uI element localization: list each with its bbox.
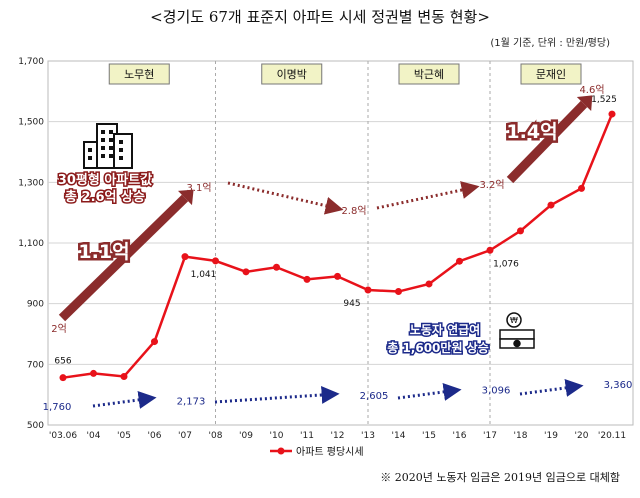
increase-badge: 1.1억 — [78, 241, 129, 263]
era-box — [520, 63, 582, 85]
wage-label: 3,360 — [604, 380, 633, 391]
x-tick-label: '14 — [392, 431, 406, 441]
y-tick-label: 1,500 — [18, 118, 44, 128]
x-tick-label: '03.06 — [49, 431, 78, 441]
point-value-label: 945 — [343, 299, 360, 309]
x-tick-label: '17 — [483, 431, 497, 441]
data-point — [151, 338, 158, 346]
wage-label: 2,605 — [360, 391, 389, 402]
annot-apartment-line2: 총 2.6억 상승 — [65, 189, 145, 205]
data-point — [120, 372, 128, 380]
x-tick-label: '05 — [117, 431, 131, 441]
data-point — [90, 369, 97, 377]
ratio-arrow — [376, 181, 480, 210]
x-tick-label: '20 — [575, 431, 589, 441]
ratio-label: 3.2억 — [479, 179, 504, 191]
y-tick-label: 700 — [27, 360, 44, 370]
wage-label: 1,760 — [43, 402, 72, 413]
y-tick-label: 900 — [27, 300, 44, 310]
svg-text:₩: ₩ — [510, 316, 518, 325]
annot-wage-line1: 노동자 연급여 — [410, 322, 480, 337]
x-tick-label: '20.11 — [598, 431, 626, 441]
legend: 아파트 평당시세 — [270, 446, 364, 458]
x-tick-label: '12 — [331, 431, 345, 441]
era-box — [261, 63, 323, 85]
data-point — [486, 246, 494, 254]
data-point — [212, 257, 219, 265]
era-label: 박근혜 — [414, 68, 444, 81]
data-point — [425, 280, 433, 288]
data-point — [517, 227, 524, 235]
x-tick-label: '15 — [422, 431, 436, 441]
footnote: ※ 2020년 노동자 임금은 2019년 임금으로 대체함 — [380, 471, 620, 484]
y-tick-label: 1,700 — [18, 57, 44, 67]
y-tick-label: 1,100 — [18, 239, 44, 249]
point-value-label: 1,076 — [493, 259, 519, 269]
ratio-label: 2억 — [51, 323, 67, 335]
x-tick-label: '08 — [209, 431, 223, 441]
data-point — [303, 275, 311, 283]
data-point — [364, 286, 372, 294]
data-point — [334, 272, 341, 280]
era-label: 이명박 — [277, 68, 307, 81]
point-value-label: 656 — [54, 357, 71, 367]
ratio-label: 4.6억 — [579, 84, 604, 96]
era-box — [398, 63, 460, 85]
data-point — [456, 257, 463, 265]
y-tick-label: 1,300 — [18, 178, 44, 188]
era-label: 문재인 — [536, 68, 566, 81]
point-value-label: 1,525 — [591, 95, 617, 105]
money-stack-icon: ₩ — [499, 312, 535, 349]
wage-arrow — [92, 390, 157, 409]
annot-wage-line2: 총 1,600만원 상승 — [387, 340, 489, 355]
x-tick-label: '13 — [361, 431, 375, 441]
x-tick-label: '07 — [178, 431, 192, 441]
x-tick-label: '19 — [544, 431, 558, 441]
ratio-arrow — [227, 181, 344, 215]
data-point — [181, 253, 189, 261]
increase-arrow-head — [178, 189, 194, 206]
data-point — [608, 110, 616, 118]
annot-apartment-line1: 30평형 아파트값 — [58, 172, 152, 188]
unit-note: (1월 기준, 단위 : 만원/평당) — [490, 36, 610, 49]
x-tick-label: '09 — [239, 431, 253, 441]
wage-label: 3,096 — [482, 386, 511, 397]
increase-arrow-shaft — [506, 100, 588, 184]
wage-label: 2,173 — [177, 397, 206, 408]
wage-arrow — [214, 385, 340, 404]
data-point — [59, 374, 67, 382]
chart-title: <경기도 67개 표준지 아파트 시세 정권별 변동 현황> — [150, 8, 490, 26]
x-tick-label: '04 — [87, 431, 101, 441]
y-tick-label: 500 — [27, 421, 44, 431]
ratio-label: 2.8억 — [341, 205, 366, 217]
data-point — [242, 268, 250, 276]
point-value-label: 1,041 — [191, 270, 217, 280]
wage-arrow — [397, 382, 462, 401]
data-point — [273, 263, 280, 271]
x-tick-label: '11 — [300, 431, 314, 441]
legend-label: 아파트 평당시세 — [296, 446, 364, 458]
x-tick-label: '16 — [453, 431, 467, 441]
wage-arrow — [519, 378, 584, 397]
x-tick-label: '10 — [270, 431, 284, 441]
era-label: 노무현 — [124, 68, 154, 81]
increase-arrow-shaft — [58, 194, 189, 322]
x-tick-label: '18 — [514, 431, 528, 441]
data-point — [578, 184, 585, 192]
data-point — [547, 201, 555, 209]
increase-badge: 1.4억 — [506, 121, 557, 143]
increase-arrow-head — [576, 95, 593, 111]
data-point — [395, 288, 402, 296]
apartment-building-icon — [83, 123, 133, 169]
x-tick-label: '06 — [148, 431, 162, 441]
era-box — [108, 63, 170, 85]
